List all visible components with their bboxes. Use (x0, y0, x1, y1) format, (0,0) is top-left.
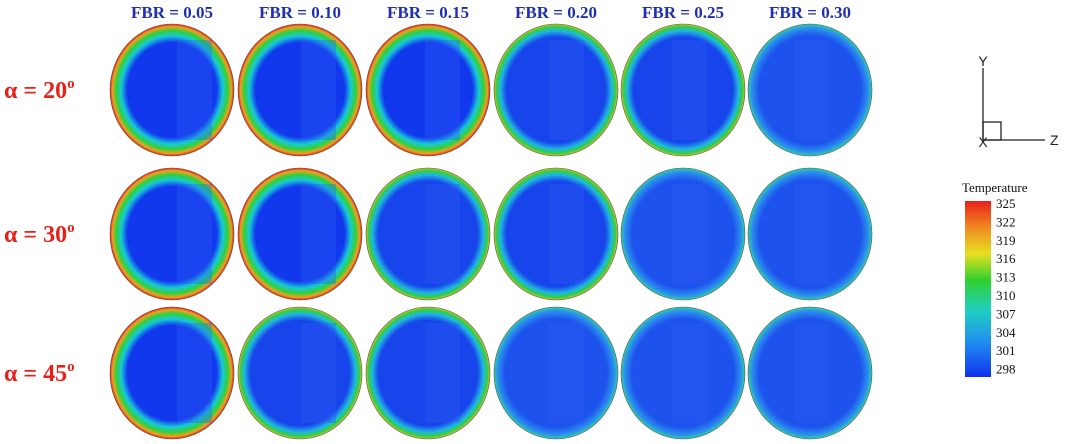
row-label: α = 45o (4, 359, 75, 387)
row-label-degree: o (67, 359, 75, 375)
contour-plot (237, 306, 363, 440)
row-label: α = 20o (4, 76, 75, 104)
contour-plot (365, 23, 491, 157)
contour-plot (620, 167, 746, 301)
column-header: FBR = 0.30 (769, 3, 851, 22)
column-header: FBR = 0.15 (387, 3, 469, 22)
contour-plot (237, 23, 363, 157)
contour-zone (177, 323, 212, 423)
axis-z-label: Z (1050, 132, 1059, 148)
contour-zone (549, 184, 584, 284)
contour-zone (795, 184, 830, 284)
colorbar-label: 322 (996, 214, 1016, 229)
column-header: FBR = 0.25 (642, 3, 724, 22)
colorbar-label: 319 (996, 233, 1016, 248)
axis-triad (982, 68, 1045, 141)
contour-plot (109, 23, 235, 157)
contour-zone (549, 40, 584, 140)
colorbar-label: 307 (996, 306, 1016, 321)
contour-plot (365, 306, 491, 440)
row-label-degree: o (67, 76, 75, 92)
colorbar-label: 313 (996, 270, 1016, 285)
contour-zone (549, 323, 584, 423)
contour-plot (365, 167, 491, 301)
contour-plot (493, 306, 619, 440)
contour-plot (493, 167, 619, 301)
contour-plot (620, 306, 746, 440)
colorbar-label: 310 (996, 288, 1016, 303)
contour-plot (493, 23, 619, 157)
row-label: α = 30o (4, 220, 75, 248)
contour-zone (672, 40, 707, 140)
contour-zone (177, 40, 212, 140)
contour-zone (177, 184, 212, 284)
contour-zone (425, 323, 460, 423)
contour-zone (672, 184, 707, 284)
row-label-text: α = 20 (4, 78, 67, 104)
colorbar-label: 298 (996, 362, 1016, 377)
row-label-degree: o (67, 220, 75, 236)
contour-zone (301, 40, 336, 140)
axis-x-label: X (978, 134, 988, 150)
colorbar-label: 325 (996, 196, 1016, 211)
column-header: FBR = 0.20 (515, 3, 597, 22)
contour-plot (747, 23, 873, 157)
contour-zone (425, 184, 460, 284)
column-header: FBR = 0.10 (259, 3, 341, 22)
contour-zone (672, 323, 707, 423)
contour-plot (237, 167, 363, 301)
colorbar-label: 301 (996, 343, 1016, 358)
contour-plot (747, 167, 873, 301)
axis-y-label: Y (978, 53, 988, 69)
contour-zone (795, 40, 830, 140)
colorbar-title: Temperature (962, 180, 1028, 195)
contour-zone (301, 323, 336, 423)
row-label-text: α = 45 (4, 361, 67, 387)
contour-plot (109, 306, 235, 440)
contour-plot (620, 23, 746, 157)
colorbar-label: 316 (996, 251, 1016, 266)
contour-plot (747, 306, 873, 440)
colorbar (965, 201, 991, 377)
contour-zone (795, 323, 830, 423)
contour-zone (425, 40, 460, 140)
column-header: FBR = 0.05 (131, 3, 213, 22)
contour-zone (301, 184, 336, 284)
row-label-text: α = 30 (4, 222, 67, 248)
colorbar-label: 304 (996, 325, 1016, 340)
contour-plot (109, 167, 235, 301)
